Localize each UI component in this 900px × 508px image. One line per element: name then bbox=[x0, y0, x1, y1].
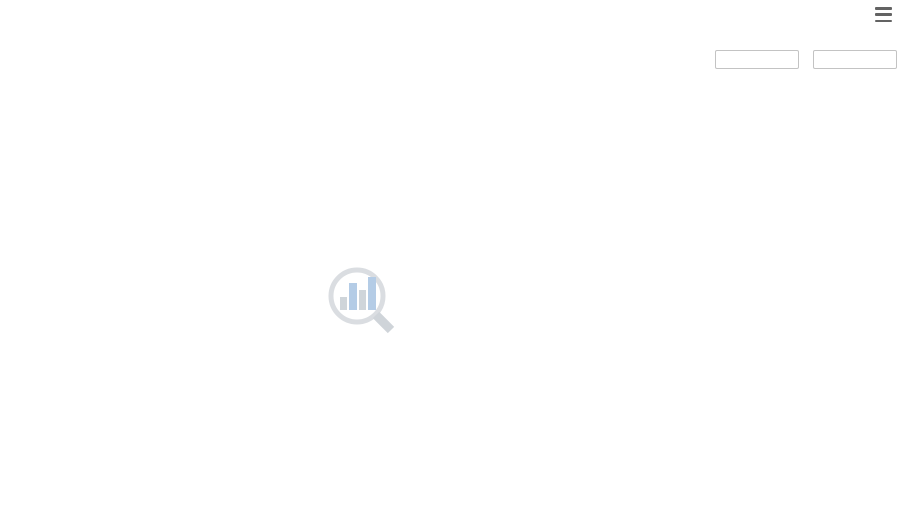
hamburger-bar bbox=[875, 13, 892, 16]
date-range bbox=[708, 50, 897, 69]
watermark-bar-icon bbox=[368, 277, 376, 310]
watermark-bar-icon bbox=[349, 283, 357, 310]
from-date-input[interactable] bbox=[715, 50, 799, 69]
watermark bbox=[328, 267, 395, 334]
watermark-bar-icon bbox=[359, 290, 366, 310]
to-date-input[interactable] bbox=[813, 50, 897, 69]
watermark-bar-icon bbox=[340, 297, 347, 310]
watermark-magnifier-icon bbox=[328, 267, 386, 325]
watermark-magnifier-handle-icon bbox=[372, 311, 395, 334]
hamburger-bar bbox=[875, 7, 892, 10]
hamburger-menu-icon[interactable] bbox=[874, 6, 893, 23]
hamburger-bar bbox=[875, 19, 892, 22]
